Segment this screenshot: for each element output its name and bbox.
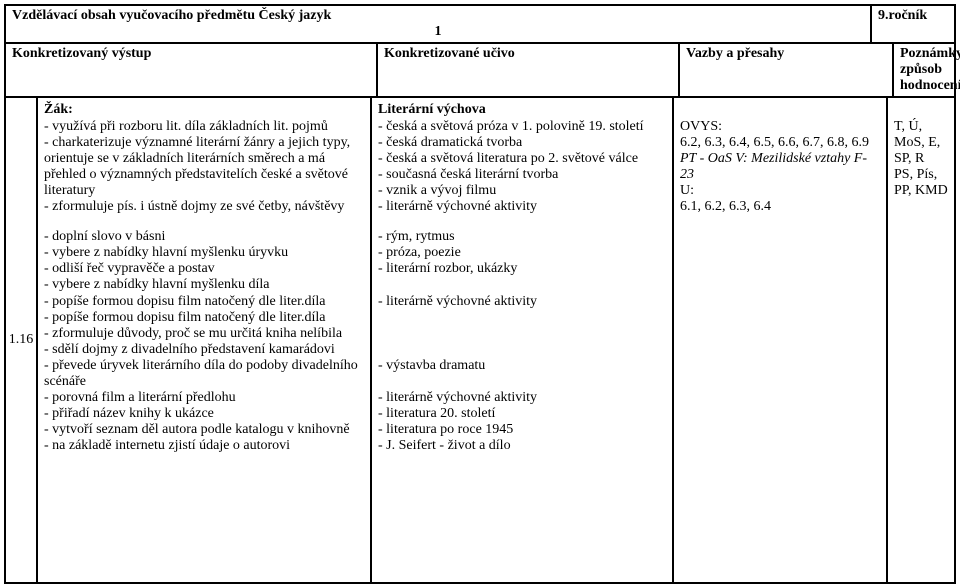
content-col2: Literární výchova - česká a světová próz… xyxy=(372,98,674,582)
col1-heading: Žák: xyxy=(44,102,364,118)
col3-pt: PT - OaS V: Mezilidské vztahy F-23 xyxy=(680,151,880,183)
col2-b2-4: - literárně výchovné aktivity xyxy=(378,294,666,310)
content-cols: Žák: - využívá při rozboru lit. díla zák… xyxy=(38,98,954,582)
col2-b1-1: - česká dramatická tvorba xyxy=(378,135,666,151)
header-grade: 9.ročník xyxy=(872,6,954,42)
col1-b1-0: - využívá při rozboru lit. díla základní… xyxy=(44,119,364,135)
col1-b2-3: - vybere z nabídky hlavní myšlenku díla xyxy=(44,277,364,293)
col1-b2-1: - vybere z nabídky hlavní myšlenku úryvk… xyxy=(44,245,364,261)
col3-b2-1: 6.1, 6.2, 6.3, 6.4 xyxy=(680,199,880,215)
heading-col4-line2: způsob hodnocení xyxy=(900,62,960,94)
header-title: Vzdělávací obsah vyučovacího předmětu Če… xyxy=(12,8,864,24)
col4-b1-1: PS, Pís, PP, KMD xyxy=(894,167,948,199)
heading-col1: Konkretizovaný výstup xyxy=(6,44,378,96)
col1-b2-8: - převede úryvek literárního díla do pod… xyxy=(44,358,364,390)
col2-b2-13: - J. Seifert - život a dílo xyxy=(378,438,666,454)
col1-b2-11: - vytvoří seznam děl autora podle katalo… xyxy=(44,422,364,438)
col1-b2-4: - popíše formou dopisu film natočený dle… xyxy=(44,294,364,310)
col2-b2-6 xyxy=(378,326,666,342)
col2-b2-8: - výstavba dramatu xyxy=(378,358,666,374)
header-page-num: 1 xyxy=(12,24,864,40)
headings-row: Konkretizovaný výstup Konkretizované uči… xyxy=(6,44,954,98)
body-area: 1.16 Žák: - využívá při rozboru lit. díl… xyxy=(6,98,954,582)
heading-col2: Konkretizované učivo xyxy=(378,44,680,96)
page-frame: Vzdělávací obsah vyučovacího předmětu Če… xyxy=(4,4,956,584)
col1-b1-1: - charkaterizuje významné literární žánr… xyxy=(44,135,364,199)
col2-b1-4: - vznik a vývoj filmu xyxy=(378,183,666,199)
heading-col3: Vazby a přesahy xyxy=(680,44,894,96)
col1-b2-2: - odliší řeč vypravěče a postav xyxy=(44,261,364,277)
col2-b2-10: - literárně výchovné aktivity xyxy=(378,390,666,406)
col1-b2-12: - na základě internetu zjistí údaje o au… xyxy=(44,438,364,454)
header-main: Vzdělávací obsah vyučovacího předmětu Če… xyxy=(6,6,872,42)
col3-b2-0: U: xyxy=(680,183,880,199)
col2-b2-12: - literatura po roce 1945 xyxy=(378,422,666,438)
col1-b2-0: - doplní slovo v básni xyxy=(44,229,364,245)
col2-b2-11: - literatura 20. století xyxy=(378,406,666,422)
content-col3: OVYS: 6.2, 6.3, 6.4, 6.5, 6.6, 6.7, 6.8,… xyxy=(674,98,888,582)
col2-b1-3: - současná česká literární tvorba xyxy=(378,167,666,183)
content-col1: Žák: - využívá při rozboru lit. díla zák… xyxy=(38,98,372,582)
col3-b1-1: 6.2, 6.3, 6.4, 6.5, 6.6, 6.7, 6.8, 6.9 xyxy=(680,135,880,151)
col2-b2-5 xyxy=(378,310,666,326)
sidebar-num: 1.16 xyxy=(6,98,38,582)
col1-b1-2: - zformuluje pís. i ústně dojmy ze své č… xyxy=(44,199,364,215)
col2-b2-2: - literární rozbor, ukázky xyxy=(378,261,666,277)
col3-b1-0: OVYS: xyxy=(680,119,880,135)
col1-b2-6: - zformuluje důvody, proč se mu určitá k… xyxy=(44,326,364,342)
header-row: Vzdělávací obsah vyučovacího předmětu Če… xyxy=(6,6,954,44)
col2-b1-2: - česká a světová literatura po 2. světo… xyxy=(378,151,666,167)
col4-b1-0: T, Ú, MoS, E, SP, R xyxy=(894,119,948,167)
col2-heading: Literární výchova xyxy=(378,102,666,118)
heading-col4-line1: Poznámky xyxy=(900,46,960,62)
col2-b2-3 xyxy=(378,277,666,293)
col1-b2-9: - porovná film a literární předlohu xyxy=(44,390,364,406)
col1-b2-10: - přiřadí název knihy k ukázce xyxy=(44,406,364,422)
col1-b2-7: - sdělí dojmy z divadelního představení … xyxy=(44,342,364,358)
col2-b1-0: - česká a světová próza v 1. polovině 19… xyxy=(378,119,666,135)
col1-b2-5: - popíše formou dopisu film natočený dle… xyxy=(44,310,364,326)
col2-b2-0: - rým, rytmus xyxy=(378,229,666,245)
col2-b2-9 xyxy=(378,374,666,390)
heading-col4: Poznámky způsob hodnocení xyxy=(894,44,960,96)
col2-b1-5: - literárně výchovné aktivity xyxy=(378,199,666,215)
content-col4: T, Ú, MoS, E, SP, R PS, Pís, PP, KMD xyxy=(888,98,954,582)
col2-b2-1: - próza, poezie xyxy=(378,245,666,261)
col2-b2-7 xyxy=(378,342,666,358)
